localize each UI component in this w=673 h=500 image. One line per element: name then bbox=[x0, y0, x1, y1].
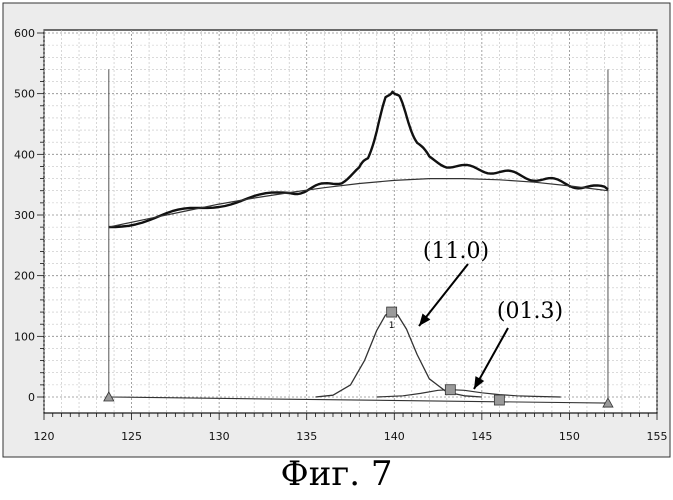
chart-svg: 120 125 130 135 140 145 150 155 0 100 200 300 400 500… bbox=[0, 0, 673, 460]
annotation-label: (11.0) bbox=[423, 239, 489, 264]
y-tick-label: 0 bbox=[28, 391, 35, 404]
peak-marker bbox=[494, 395, 504, 405]
x-tick-label: 150 bbox=[559, 430, 580, 443]
y-tick-label: 200 bbox=[14, 270, 35, 283]
figure-caption: Фиг. 7 bbox=[0, 452, 673, 496]
x-tick-label: 120 bbox=[34, 430, 55, 443]
x-tick-label: 140 bbox=[384, 430, 405, 443]
x-tick-label: 130 bbox=[209, 430, 230, 443]
y-tick-label: 400 bbox=[14, 148, 35, 161]
peak-marker-label: 1 bbox=[389, 321, 395, 331]
peak-marker bbox=[445, 385, 455, 395]
annotation-label: (01.3) bbox=[497, 299, 563, 324]
y-tick-label: 500 bbox=[14, 88, 35, 101]
peak-marker bbox=[387, 307, 397, 317]
x-tick-label: 125 bbox=[121, 430, 142, 443]
y-tick-label: 300 bbox=[14, 209, 35, 222]
x-tick-label: 135 bbox=[296, 430, 317, 443]
y-tick-label: 100 bbox=[14, 330, 35, 343]
y-tick-label: 600 bbox=[14, 27, 35, 40]
xrd-chart: 120 125 130 135 140 145 150 155 0 100 200 300 400 500… bbox=[0, 0, 673, 460]
x-tick-label: 145 bbox=[471, 430, 492, 443]
x-tick-label: 155 bbox=[647, 430, 668, 443]
